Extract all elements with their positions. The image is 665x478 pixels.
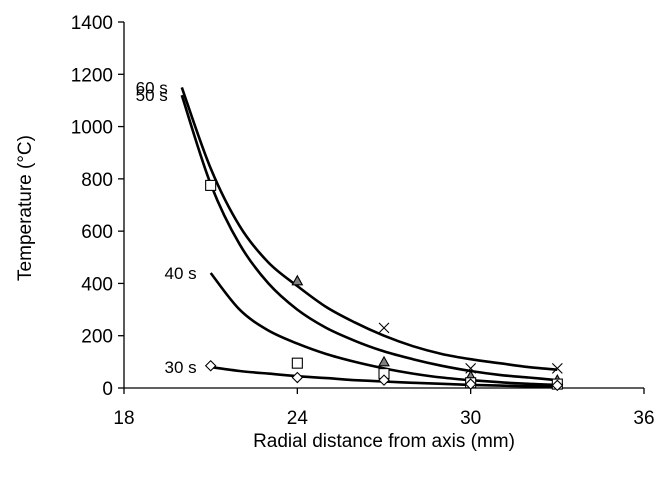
x-ticks: 18 24 30 36 [113, 388, 655, 429]
y-ticks: 0 200 400 600 800 1000 1200 1400 [71, 13, 124, 400]
x-tick-label: 18 [113, 408, 134, 429]
data-markers [204, 179, 564, 392]
marker-cross [378, 322, 390, 334]
y-tick-label: 200 [81, 327, 113, 348]
marker-diamond [464, 378, 477, 390]
x-tick-label: 24 [287, 408, 309, 429]
y-tick-label: 1400 [71, 13, 113, 34]
x-tick-label: 36 [633, 408, 654, 429]
curve-label: 50 s [136, 86, 168, 105]
marker-diamond [204, 360, 217, 372]
y-tick-label: 400 [81, 274, 113, 295]
y-tick-label: 1000 [71, 118, 113, 139]
x-tick-label: 30 [460, 408, 481, 429]
y-tick-label: 800 [81, 170, 113, 191]
curve-label: 40 s [165, 264, 197, 283]
marker-triangle [378, 355, 390, 367]
marker-square [291, 357, 303, 369]
marker-square [205, 179, 217, 191]
marker-diamond [551, 379, 564, 392]
x-axis-label: Radial distance from axis (mm) [253, 431, 515, 452]
y-tick-label: 1200 [71, 65, 113, 86]
marker-cross [551, 363, 563, 374]
y-tick-label: 0 [102, 379, 113, 400]
fitted-curve [180, 86, 558, 371]
marker-diamond [291, 371, 304, 384]
curve-label: 60 s [136, 78, 168, 97]
marker-diamond [378, 374, 390, 386]
fitted-curve [180, 94, 558, 382]
y-tick-label: 600 [81, 222, 113, 243]
fitted-curves [180, 86, 558, 388]
curve-labels: 60 s50 s 40 s 30 s [136, 78, 197, 377]
marker-triangle [291, 274, 304, 286]
plot-area [123, 22, 644, 389]
y-axis-label: Temperature (°C) [15, 135, 36, 281]
curve-label: 30 s [165, 358, 197, 377]
marker-cross [465, 363, 477, 374]
